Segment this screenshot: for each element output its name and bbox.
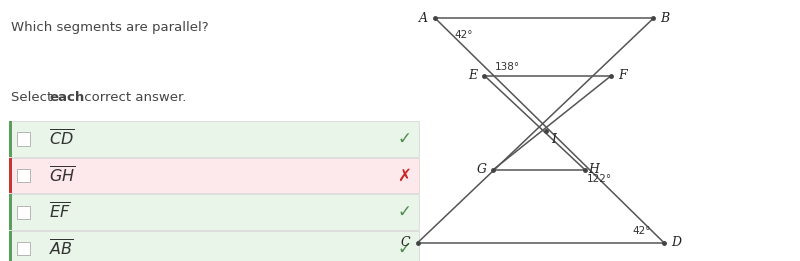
Text: B: B bbox=[661, 12, 670, 25]
Text: D: D bbox=[671, 236, 681, 249]
Text: each: each bbox=[50, 91, 85, 104]
Text: ✗: ✗ bbox=[397, 167, 411, 185]
Bar bbox=[9, 121, 12, 157]
Text: 138°: 138° bbox=[495, 62, 520, 72]
Bar bbox=[9, 231, 419, 261]
Text: $\overline{\mathit{CD}}$: $\overline{\mathit{CD}}$ bbox=[50, 129, 74, 149]
Text: F: F bbox=[618, 69, 627, 82]
Text: correct answer.: correct answer. bbox=[81, 91, 187, 104]
Text: ✓: ✓ bbox=[397, 130, 411, 148]
Bar bbox=[9, 158, 12, 193]
Text: $\overline{\mathit{GH}}$: $\overline{\mathit{GH}}$ bbox=[50, 165, 76, 186]
Bar bbox=[9, 231, 12, 261]
Text: A: A bbox=[419, 12, 428, 25]
Text: C: C bbox=[401, 236, 410, 249]
Text: $\overline{\mathit{EF}}$: $\overline{\mathit{EF}}$ bbox=[50, 202, 70, 222]
Bar bbox=[17, 206, 30, 219]
Text: H: H bbox=[588, 163, 599, 176]
Text: E: E bbox=[468, 69, 478, 82]
Text: 42°: 42° bbox=[632, 226, 651, 236]
Bar bbox=[17, 132, 30, 146]
Text: I: I bbox=[551, 133, 556, 146]
Text: $\overline{\mathit{AB}}$: $\overline{\mathit{AB}}$ bbox=[50, 239, 74, 259]
Text: Which segments are parallel?: Which segments are parallel? bbox=[10, 21, 208, 34]
Text: G: G bbox=[476, 163, 486, 176]
Bar bbox=[9, 194, 419, 230]
Text: 122°: 122° bbox=[586, 174, 612, 184]
Bar bbox=[9, 194, 12, 230]
Text: Select: Select bbox=[10, 91, 56, 104]
Bar bbox=[17, 242, 30, 255]
Bar bbox=[9, 121, 419, 157]
Bar bbox=[9, 158, 419, 193]
Text: ✓: ✓ bbox=[397, 203, 411, 221]
Bar bbox=[17, 169, 30, 182]
Text: ✓: ✓ bbox=[397, 240, 411, 258]
Text: 42°: 42° bbox=[454, 30, 473, 40]
